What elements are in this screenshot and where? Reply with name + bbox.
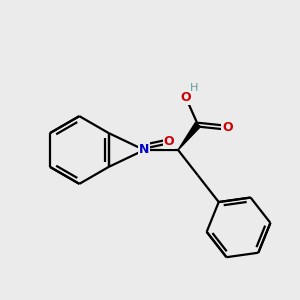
- Text: O: O: [180, 91, 191, 104]
- Polygon shape: [178, 123, 200, 150]
- Text: H: H: [190, 83, 198, 93]
- Text: O: O: [164, 135, 174, 148]
- Text: O: O: [222, 121, 233, 134]
- Text: N: N: [139, 143, 149, 157]
